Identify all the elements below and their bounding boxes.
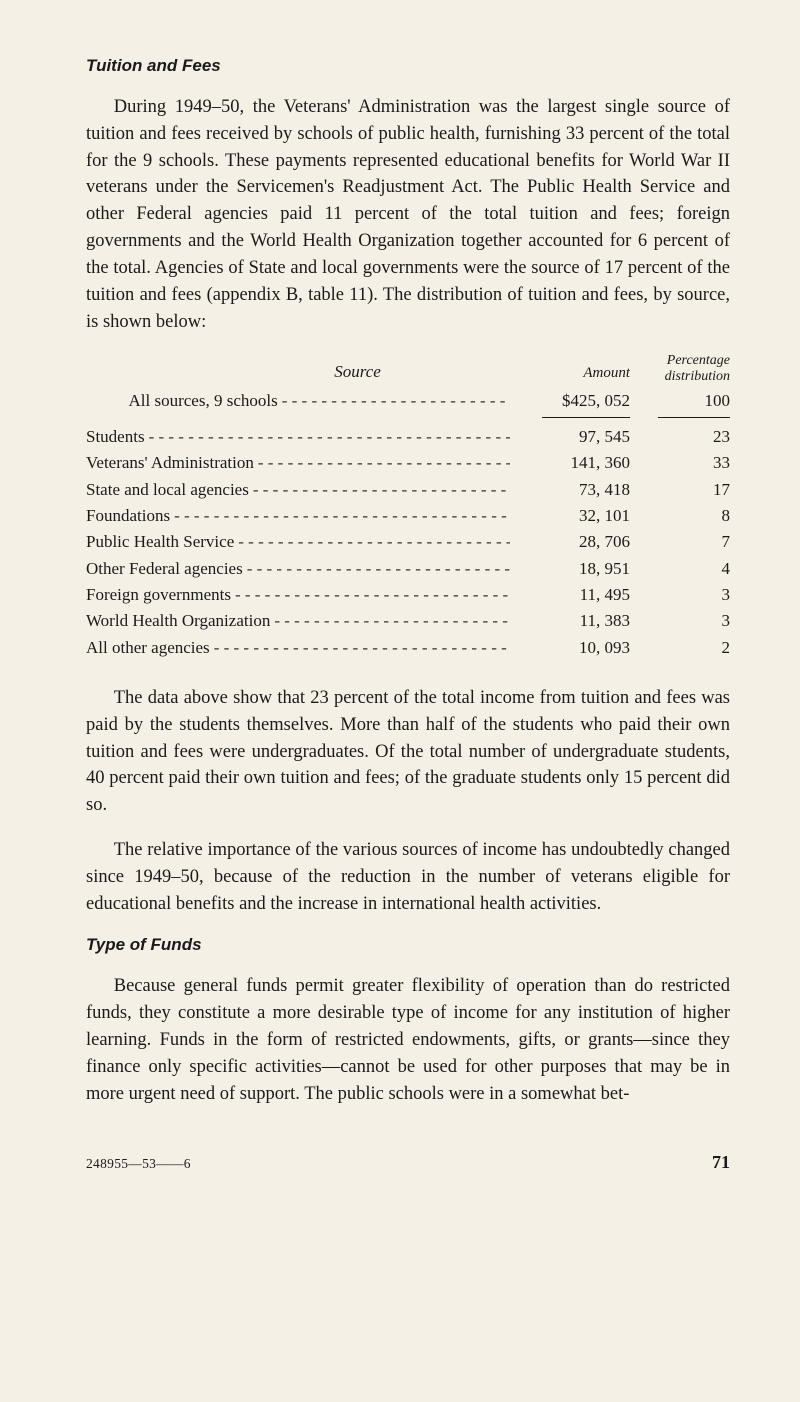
table-cell-label: Other Federal agencies bbox=[86, 556, 510, 582]
table-cell-pct: 100 bbox=[630, 388, 730, 414]
table-rule-pct bbox=[658, 417, 730, 418]
table-cell-label: All other agencies bbox=[86, 635, 510, 661]
paragraph-4: Because general funds permit greater fle… bbox=[86, 973, 730, 1107]
paragraph-1: During 1949–50, the Veterans' Administra… bbox=[86, 94, 730, 335]
table-cell-label: Foreign governments bbox=[86, 582, 510, 608]
table-cell-amount: 97, 545 bbox=[510, 424, 630, 450]
table-cell-label: Veterans' Administration bbox=[86, 450, 510, 476]
table-header-pct: Percentage distribution bbox=[630, 353, 730, 385]
table-cell-label: Foundations bbox=[86, 503, 510, 529]
table-cell-pct: 2 bbox=[630, 635, 730, 661]
table-cell-amount: 11, 495 bbox=[510, 582, 630, 608]
table-rule-amount bbox=[542, 417, 630, 418]
page-footer: 248955—53——6 71 bbox=[86, 1152, 730, 1173]
table-cell-label: Students bbox=[86, 424, 510, 450]
table-cell-amount: 11, 383 bbox=[510, 608, 630, 634]
table-cell-pct: 33 bbox=[630, 450, 730, 476]
section-heading-tuition: Tuition and Fees bbox=[86, 56, 730, 76]
section-heading-type-of-funds: Type of Funds bbox=[86, 935, 730, 955]
table-cell-amount: 10, 093 bbox=[510, 635, 630, 661]
table-header-amount: Amount bbox=[510, 362, 630, 385]
footer-sig: 248955—53——6 bbox=[86, 1156, 191, 1172]
table-row: Foundations 32, 101 8 bbox=[86, 503, 730, 529]
table-cell-pct: 17 bbox=[630, 477, 730, 503]
table-header-row: Source Amount Percentage distribution bbox=[86, 353, 730, 385]
table-rule-row bbox=[86, 414, 730, 424]
table-cell-amount: 28, 706 bbox=[510, 529, 630, 555]
table-cell-label: World Health Organization bbox=[86, 608, 510, 634]
table-cell-pct: 3 bbox=[630, 608, 730, 634]
table-cell-pct: 8 bbox=[630, 503, 730, 529]
table-cell-pct: 4 bbox=[630, 556, 730, 582]
table-row: World Health Organization 11, 383 3 bbox=[86, 608, 730, 634]
tuition-table: Source Amount Percentage distribution Al… bbox=[86, 353, 730, 661]
table-row: All other agencies 10, 093 2 bbox=[86, 635, 730, 661]
page-number: 71 bbox=[712, 1152, 730, 1173]
table-row: Foreign governments 11, 495 3 bbox=[86, 582, 730, 608]
table-row: State and local agencies 73, 418 17 bbox=[86, 477, 730, 503]
table-cell-amount: $425, 052 bbox=[510, 388, 630, 414]
table-cell-label: State and local agencies bbox=[86, 477, 510, 503]
table-cell-label: Public Health Service bbox=[86, 529, 510, 555]
table-row: Veterans' Administration 141, 360 33 bbox=[86, 450, 730, 476]
table-row: Other Federal agencies 18, 951 4 bbox=[86, 556, 730, 582]
table-header-source: Source bbox=[86, 359, 510, 385]
table-header-pct-line1: Percentage bbox=[638, 353, 730, 369]
table-cell-pct: 3 bbox=[630, 582, 730, 608]
table-row: Students 97, 545 23 bbox=[86, 424, 730, 450]
table-header-pct-line2: distribution bbox=[638, 369, 730, 385]
table-cell-amount: 32, 101 bbox=[510, 503, 630, 529]
table-cell-pct: 7 bbox=[630, 529, 730, 555]
table-cell-label: All sources, 9 schools bbox=[86, 388, 510, 414]
paragraph-3: The relative importance of the various s… bbox=[86, 837, 730, 917]
page: Tuition and Fees During 1949–50, the Vet… bbox=[0, 0, 800, 1213]
paragraph-2: The data above show that 23 percent of t… bbox=[86, 685, 730, 819]
table-cell-amount: 18, 951 bbox=[510, 556, 630, 582]
table-row: Public Health Service 28, 706 7 bbox=[86, 529, 730, 555]
table-row-allsources: All sources, 9 schools $425, 052 100 bbox=[86, 388, 730, 414]
table-cell-amount: 73, 418 bbox=[510, 477, 630, 503]
table-cell-pct: 23 bbox=[630, 424, 730, 450]
table-cell-amount: 141, 360 bbox=[510, 450, 630, 476]
